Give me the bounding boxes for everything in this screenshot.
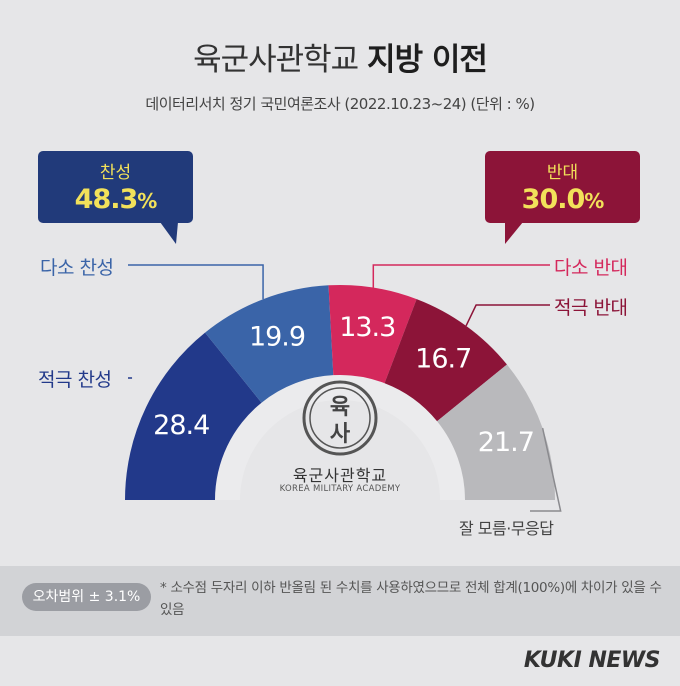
logo-glyph-top: 육: [330, 395, 350, 420]
callout-support-tail: [160, 222, 178, 244]
category-label-strongly-oppose: 적극 반대: [554, 297, 628, 319]
inner-ring: [215, 375, 465, 500]
segment-strongly-support: [125, 332, 262, 500]
title-main: 육군사관학교: [193, 42, 359, 78]
leader-line-somewhat-support: [128, 264, 264, 300]
callout-support-value: 48.3: [74, 184, 139, 215]
category-label-strongly-support: 적극 찬성: [38, 369, 112, 391]
callout-support-unit: %: [137, 189, 157, 213]
logo-name: 육군사관학교: [292, 466, 388, 485]
publisher-credit: KUKI NEWS: [523, 648, 661, 673]
value-label-somewhat-oppose: 13.3: [339, 312, 395, 343]
category-label-somewhat-support: 다소 찬성: [40, 257, 114, 279]
leader-line-unsure: [530, 427, 562, 512]
segment-unsure: [437, 364, 555, 500]
value-label-unsure: 21.7: [478, 427, 534, 458]
margin-of-error-badge: 오차범위 ± 3.1%: [22, 583, 151, 611]
logo-glyph-bottom: 사: [330, 422, 351, 447]
callout-oppose-unit: %: [584, 189, 604, 213]
value-label-strongly-oppose: 16.7: [415, 343, 471, 374]
half-donut-chart: 28.4 19.9 13.3 16.7 21.7 육 사: [125, 222, 562, 512]
segment-somewhat-support: [205, 285, 334, 403]
callout-support: 찬성 48.3%: [38, 151, 193, 223]
page-title: 육군사관학교 지방 이전: [0, 34, 680, 79]
value-label-somewhat-support: 19.9: [249, 322, 305, 353]
callout-oppose-tail: [505, 222, 523, 244]
title-bold: 지방 이전: [367, 42, 488, 78]
logo-ring: [302, 380, 378, 456]
page-subtitle: 데이터리서치 정기 국민여론조사 (2022.10.23~24) (단위 : %…: [145, 95, 535, 113]
logo-ring-inner: [309, 387, 371, 449]
logo-subtitle: KOREA MILITARY ACADEMY: [279, 484, 401, 494]
callout-oppose-label: 반대: [546, 163, 579, 183]
callout-support-label: 찬성: [99, 163, 132, 183]
category-label-somewhat-oppose: 다소 반대: [554, 257, 628, 279]
academy-logo: 육 사: [302, 380, 378, 456]
callout-oppose-value: 30.0: [521, 184, 586, 215]
category-label-unsure: 잘 모름·무응답: [459, 519, 554, 538]
leader-line-somewhat-oppose: [372, 264, 550, 288]
footnote: * 소수점 두자리 이하 반올림 된 수치를 사용하였으므로 전체 합계(100…: [160, 580, 662, 618]
value-label-strongly-support: 28.4: [153, 410, 209, 441]
callout-oppose: 반대 30.0%: [485, 151, 640, 223]
segment-somewhat-oppose: [328, 285, 417, 384]
leader-line-strongly-oppose: [465, 304, 550, 327]
segment-strongly-oppose: [384, 299, 507, 422]
